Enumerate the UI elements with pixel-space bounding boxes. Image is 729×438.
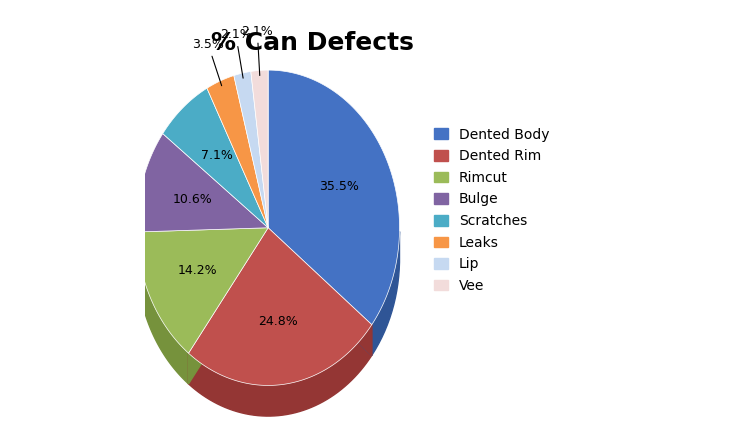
Text: 2.1%: 2.1% bbox=[220, 28, 252, 78]
Text: 10.6%: 10.6% bbox=[173, 193, 213, 206]
Polygon shape bbox=[137, 232, 189, 384]
Polygon shape bbox=[189, 325, 372, 416]
Text: 2.1%: 2.1% bbox=[241, 25, 273, 75]
PathPatch shape bbox=[251, 70, 268, 228]
PathPatch shape bbox=[268, 70, 399, 325]
Text: 35.5%: 35.5% bbox=[319, 180, 359, 193]
Text: 7.1%: 7.1% bbox=[201, 149, 233, 162]
PathPatch shape bbox=[137, 134, 268, 232]
PathPatch shape bbox=[189, 228, 372, 385]
Legend: Dented Body, Dented Rim, Rimcut, Bulge, Scratches, Leaks, Lip, Vee: Dented Body, Dented Rim, Rimcut, Bulge, … bbox=[429, 122, 555, 299]
Text: % Can Defects: % Can Defects bbox=[211, 31, 413, 55]
PathPatch shape bbox=[207, 75, 268, 228]
Polygon shape bbox=[268, 228, 372, 355]
Polygon shape bbox=[268, 228, 372, 355]
Polygon shape bbox=[189, 228, 268, 384]
PathPatch shape bbox=[234, 71, 268, 228]
PathPatch shape bbox=[163, 88, 268, 228]
Polygon shape bbox=[137, 228, 268, 263]
Text: 24.8%: 24.8% bbox=[258, 315, 298, 328]
Text: 3.5%: 3.5% bbox=[192, 38, 224, 86]
Polygon shape bbox=[189, 228, 268, 384]
Polygon shape bbox=[372, 232, 399, 355]
Text: 14.2%: 14.2% bbox=[178, 265, 218, 277]
Polygon shape bbox=[137, 228, 268, 263]
PathPatch shape bbox=[137, 228, 268, 353]
